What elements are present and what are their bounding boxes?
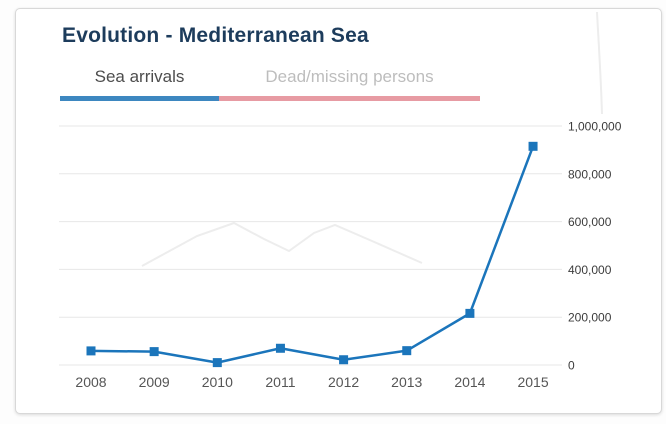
tab-sea-arrivals-label: Sea arrivals <box>94 67 185 86</box>
x-axis-tick-label: 2012 <box>328 374 359 390</box>
y-axis-tick-label: 0 <box>568 359 575 373</box>
series-line-sea-arrivals <box>90 145 535 364</box>
tab-dead-missing-persons-label: Dead/missing persons <box>265 67 434 86</box>
x-axis-tick-label: 2013 <box>391 374 422 390</box>
x-axis-tick-label: 2010 <box>202 374 233 390</box>
tab-dead-missing-persons-underline <box>219 96 480 101</box>
page-title: Evolution - Mediterranean Sea <box>62 24 369 47</box>
tab-sea-arrivals[interactable]: Sea arrivals <box>60 67 219 101</box>
background-watermark-line <box>596 11 603 115</box>
y-axis-tick-label: 600,000 <box>568 215 612 229</box>
chart-widget-card: Evolution - Mediterranean Sea Sea arriva… <box>15 8 662 414</box>
data-point-2011[interactable] <box>275 343 285 353</box>
tab-dead-missing-persons[interactable]: Dead/missing persons <box>219 67 480 101</box>
data-point-2008[interactable] <box>86 346 96 356</box>
tab-bar: Sea arrivals Dead/missing persons <box>60 67 480 101</box>
data-point-2009[interactable] <box>149 347 159 357</box>
x-axis-tick-label: 2015 <box>517 374 548 390</box>
x-axis-tick-label: 2014 <box>454 374 485 390</box>
y-axis-tick-label: 400,000 <box>568 263 612 277</box>
x-axis-tick-label: 2009 <box>139 374 170 390</box>
data-point-2012[interactable] <box>339 355 349 365</box>
y-axis-tick-label: 200,000 <box>568 311 612 325</box>
data-point-2010[interactable] <box>212 358 222 368</box>
data-point-2014[interactable] <box>465 308 475 318</box>
tab-sea-arrivals-underline <box>60 96 219 101</box>
background-watermark <box>141 221 423 267</box>
data-point-2015[interactable] <box>528 141 538 151</box>
y-axis-tick-label: 800,000 <box>568 167 612 181</box>
data-point-2013[interactable] <box>402 346 412 356</box>
y-axis-tick-label: 1,000,000 <box>568 120 622 134</box>
x-axis-tick-label: 2011 <box>265 374 295 390</box>
x-axis-tick-label: 2008 <box>75 374 106 390</box>
line-chart: 0 200,000 400,000 600,000 800,000 1,000,000 20… <box>59 11 622 390</box>
